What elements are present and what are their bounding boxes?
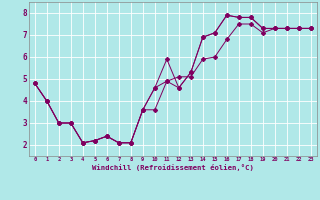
X-axis label: Windchill (Refroidissement éolien,°C): Windchill (Refroidissement éolien,°C)	[92, 164, 254, 171]
